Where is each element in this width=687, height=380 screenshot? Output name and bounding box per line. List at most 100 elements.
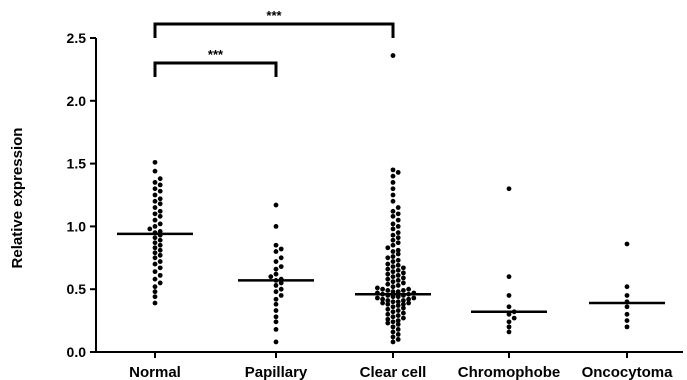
median-lines — [117, 232, 665, 314]
data-point — [390, 314, 396, 320]
data-point — [157, 201, 163, 207]
data-point — [385, 316, 391, 322]
data-point — [395, 283, 401, 288]
data-point — [506, 304, 512, 310]
data-point — [152, 276, 158, 282]
data-point — [395, 267, 401, 273]
data-point — [268, 274, 274, 280]
data-point — [401, 315, 406, 321]
data-point — [278, 293, 284, 298]
data-point — [152, 235, 158, 241]
data-point — [390, 309, 396, 315]
data-point — [401, 301, 406, 307]
data-point — [624, 241, 630, 247]
data-point — [406, 300, 411, 306]
data-point — [395, 217, 401, 223]
data-point — [152, 192, 158, 198]
data-point — [390, 339, 396, 345]
data-point — [385, 255, 391, 261]
data-point — [390, 226, 396, 232]
significance-bracket — [153, 61, 278, 77]
data-point — [152, 245, 158, 251]
data-point — [157, 280, 163, 286]
significance-brackets: *** *** — [153, 8, 395, 77]
data-point — [395, 299, 401, 305]
data-point — [385, 301, 391, 307]
data-point — [152, 289, 158, 295]
data-point — [273, 266, 279, 272]
data-point — [157, 182, 163, 188]
data-point — [395, 337, 401, 342]
data-point — [624, 311, 630, 317]
data-point — [624, 304, 630, 310]
data-point — [401, 298, 406, 303]
data-point — [273, 259, 279, 264]
data-point — [385, 320, 391, 326]
data-point — [506, 186, 512, 192]
data-point — [273, 301, 279, 307]
data-point — [152, 198, 158, 204]
data-point — [624, 293, 630, 298]
y-axis-title: Relative expression — [9, 128, 26, 269]
data-point — [401, 288, 406, 293]
data-point — [395, 272, 401, 278]
data-point — [380, 286, 385, 292]
data-point — [385, 288, 391, 293]
data-point — [390, 329, 396, 335]
data-point — [401, 265, 406, 271]
x-category-label: Papillary — [245, 364, 308, 380]
significance-label: *** — [266, 8, 282, 23]
data-point — [390, 274, 396, 280]
data-point — [273, 224, 279, 229]
data-point — [385, 311, 391, 317]
data-point — [395, 205, 401, 210]
data-point — [506, 329, 512, 335]
data-point — [152, 250, 158, 256]
data-point — [273, 339, 279, 345]
x-category-label: Normal — [129, 364, 181, 380]
data-point — [390, 294, 396, 300]
data-point — [395, 224, 401, 229]
data-point — [273, 319, 279, 325]
data-point — [395, 332, 401, 337]
data-point — [385, 245, 391, 251]
data-point — [273, 326, 279, 332]
data-point — [390, 324, 396, 330]
y-tick-label: 1.5 — [67, 156, 87, 172]
data-point — [157, 247, 163, 253]
data-point — [278, 264, 284, 269]
data-point — [390, 53, 396, 58]
data-point — [395, 313, 401, 318]
data-point — [395, 278, 401, 283]
data-point — [624, 284, 630, 290]
data-point — [395, 289, 401, 295]
data-point — [380, 300, 385, 306]
data-point — [390, 180, 396, 185]
y-ticks: 0.0 0.5 1.0 1.5 2.0 2.5 — [67, 30, 96, 360]
data-point — [157, 237, 163, 243]
data-point — [157, 208, 163, 214]
data-point — [152, 224, 158, 229]
data-point — [390, 289, 396, 295]
data-point — [624, 324, 630, 330]
y-tick-label: 2.0 — [67, 93, 87, 109]
data-point — [390, 192, 396, 198]
data-point — [385, 276, 391, 282]
data-point — [157, 259, 163, 264]
data-point — [152, 205, 158, 210]
data-point — [390, 264, 396, 269]
data-point — [278, 255, 284, 261]
data-point — [506, 274, 512, 280]
data-point — [395, 240, 401, 246]
data-point — [152, 255, 158, 261]
data-point — [157, 176, 163, 182]
data-point — [390, 304, 396, 310]
data-point — [390, 186, 396, 192]
y-tick-label: 2.5 — [67, 30, 87, 46]
data-point — [390, 299, 396, 305]
data-point — [395, 169, 401, 175]
data-point — [401, 270, 406, 276]
data-point — [395, 211, 401, 217]
data-point — [278, 286, 284, 292]
